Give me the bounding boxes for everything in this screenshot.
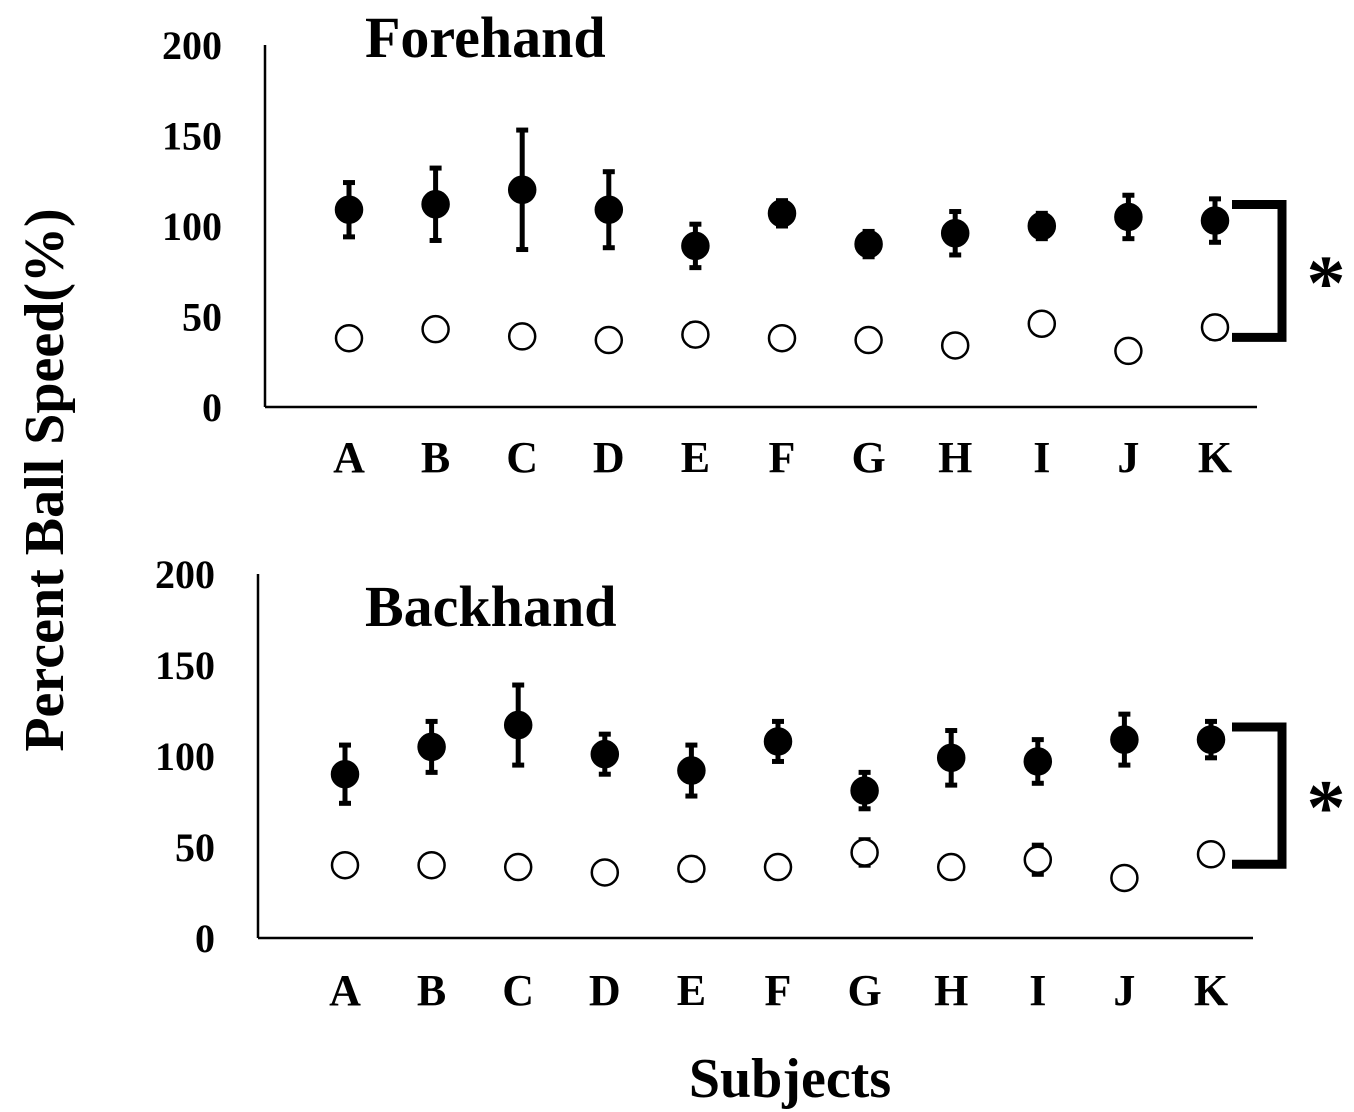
data-point-filled <box>505 712 531 738</box>
x-tick-label: G <box>851 433 885 482</box>
x-tick-label: D <box>593 433 625 482</box>
significance-marker: * <box>1307 239 1346 326</box>
x-tick-label: I <box>1033 433 1050 482</box>
data-point-filled <box>509 177 535 203</box>
data-point-open <box>505 854 531 880</box>
data-point-filled <box>1025 748 1051 774</box>
data-point-open <box>596 327 622 353</box>
x-tick-label: I <box>1029 966 1046 1015</box>
forehand-title: Forehand <box>365 5 606 70</box>
data-point-open <box>1111 865 1137 891</box>
data-point-filled <box>682 233 708 259</box>
significance-marker: * <box>1307 764 1346 851</box>
data-point-filled <box>332 761 358 787</box>
data-point-filled <box>1115 204 1141 230</box>
data-point-open <box>592 859 618 885</box>
data-point-open <box>682 322 708 348</box>
data-point-open <box>419 852 445 878</box>
data-point-filled <box>1111 727 1137 753</box>
data-point-filled <box>1198 727 1224 753</box>
x-tick-label: J <box>1113 966 1135 1015</box>
backhand-title: Backhand <box>365 574 616 639</box>
data-point-filled <box>592 741 618 767</box>
data-point-filled <box>678 758 704 784</box>
data-point-filled <box>423 191 449 217</box>
x-tick-label: B <box>421 433 450 482</box>
x-axis-title: Subjects <box>689 1048 891 1110</box>
x-tick-label: K <box>1194 966 1228 1015</box>
x-tick-label: C <box>502 966 534 1015</box>
data-point-filled <box>1029 213 1055 239</box>
data-point-open <box>336 325 362 351</box>
x-tick-label: E <box>677 966 706 1015</box>
data-point-open <box>1029 311 1055 337</box>
x-tick-label: A <box>329 966 361 1015</box>
x-tick-label: D <box>589 966 621 1015</box>
x-tick-label: E <box>681 433 710 482</box>
data-point-filled <box>938 745 964 771</box>
x-tick-label: C <box>506 433 538 482</box>
data-point-open <box>678 856 704 882</box>
data-point-filled <box>769 200 795 226</box>
y-tick-label: 50 <box>175 825 215 870</box>
data-point-open <box>1202 314 1228 340</box>
data-point-filled <box>419 734 445 760</box>
data-point-open <box>509 323 535 349</box>
data-point-filled <box>942 220 968 246</box>
y-tick-label: 200 <box>162 23 222 68</box>
x-tick-label: H <box>934 966 968 1015</box>
data-point-filled <box>852 778 878 804</box>
data-point-open <box>942 332 968 358</box>
x-tick-label: A <box>333 433 365 482</box>
significance-bracket <box>1232 727 1282 864</box>
forehand-panel: Forehand 0 50 100 150 200 A B C D E F G H I J K * <box>162 5 1346 482</box>
y-tick-label: 150 <box>155 643 215 688</box>
x-tick-label: F <box>769 433 796 482</box>
x-tick-label: B <box>417 966 446 1015</box>
data-point-open <box>332 852 358 878</box>
y-tick-label: 50 <box>182 295 222 340</box>
y-tick-label: 200 <box>155 552 215 597</box>
y-axis-title: Percent Ball Speed(%) <box>14 208 76 751</box>
data-point-filled <box>765 728 791 754</box>
data-point-open <box>1198 841 1224 867</box>
x-tick-label: F <box>765 966 792 1015</box>
data-point-open <box>938 854 964 880</box>
y-tick-label: 100 <box>162 204 222 249</box>
x-tick-label: K <box>1198 433 1232 482</box>
data-point-open <box>765 854 791 880</box>
data-point-open <box>852 839 878 865</box>
significance-bracket <box>1232 204 1282 337</box>
y-tick-label: 0 <box>195 916 215 961</box>
data-point-open <box>1115 338 1141 364</box>
data-point-open <box>856 327 882 353</box>
y-tick-label: 0 <box>202 385 222 430</box>
x-tick-label: J <box>1117 433 1139 482</box>
data-point-filled <box>596 197 622 223</box>
x-tick-label: G <box>847 966 881 1015</box>
y-tick-label: 100 <box>155 734 215 779</box>
data-point-open <box>1025 847 1051 873</box>
data-point-filled <box>856 231 882 257</box>
backhand-panel: Backhand 0 50 100 150 200 A B C D E F G H I J K * <box>155 552 1346 1015</box>
data-point-filled <box>1202 208 1228 234</box>
x-tick-label: H <box>938 433 972 482</box>
data-point-open <box>769 325 795 351</box>
data-point-open <box>423 316 449 342</box>
data-point-filled <box>336 197 362 223</box>
y-tick-label: 150 <box>162 114 222 159</box>
